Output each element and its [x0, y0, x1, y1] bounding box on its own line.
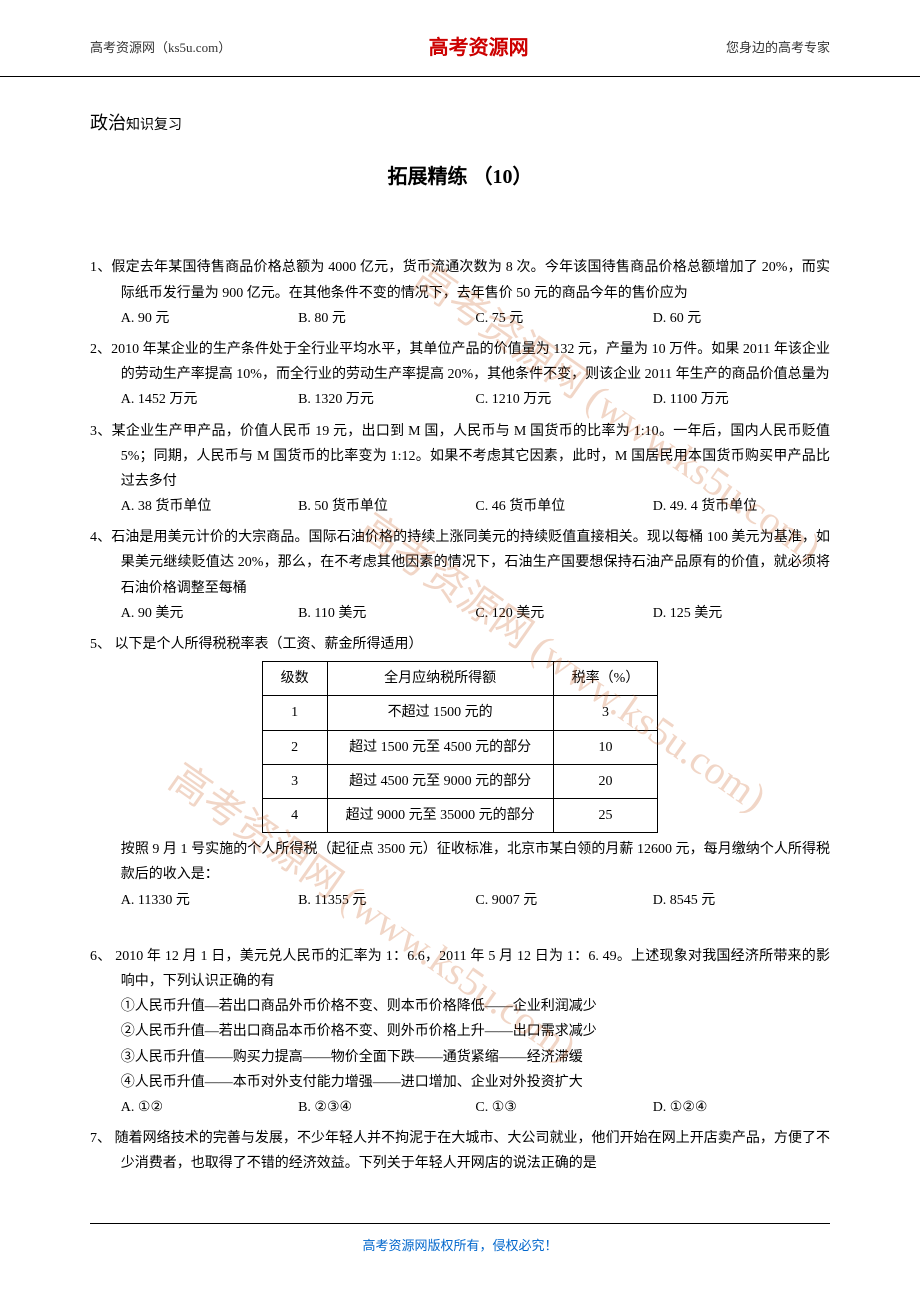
section-big: 政治	[90, 113, 126, 133]
q5-options: A. 11330 元 B. 11355 元 C. 9007 元 D. 8545 …	[90, 888, 830, 913]
question-2: 2、2010 年某企业的生产条件处于全行业平均水平，其单位产品的价值量为 132…	[90, 337, 830, 413]
table-row: 3超过 4500 元至 9000 元的部分20	[262, 764, 658, 798]
q1-opt-c: C. 75 元	[475, 306, 652, 331]
q4-opt-c: C. 120 美元	[475, 601, 652, 626]
th-income: 全月应纳税所得额	[327, 662, 553, 696]
q6-line4: ④人民币升值——本币对外支付能力增强——进口增加、企业对外投资扩大	[90, 1070, 830, 1095]
section-small: 知识复习	[126, 118, 182, 133]
q6-line2: ②人民币升值—若出口商品本币价格不变、则外币价格上升——出口需求减少	[90, 1019, 830, 1044]
th-level: 级数	[262, 662, 327, 696]
q6-opt-c: C. ①③	[475, 1095, 652, 1120]
q3-opt-b: B. 50 货币单位	[298, 494, 475, 519]
q7-text: 7、 随着网络技术的完善与发展，不少年轻人并不拘泥于在大城市、大公司就业，他们开…	[90, 1126, 830, 1176]
q6-text: 6、 2010 年 12 月 1 日，美元兑人民币的汇率为 1：6.6，2011…	[90, 944, 830, 994]
question-4: 4、石油是用美元计价的大宗商品。国际石油价格的持续上涨同美元的持续贬值直接相关。…	[90, 525, 830, 626]
q3-opt-a: A. 38 货币单位	[121, 494, 298, 519]
q5-opt-c: C. 9007 元	[475, 888, 652, 913]
q2-options: A. 1452 万元 B. 1320 万元 C. 1210 万元 D. 1100…	[90, 387, 830, 412]
q2-opt-b: B. 1320 万元	[298, 387, 475, 412]
q6-opt-b: B. ②③④	[298, 1095, 475, 1120]
q3-options: A. 38 货币单位 B. 50 货币单位 C. 46 货币单位 D. 49. …	[90, 494, 830, 519]
table-header-row: 级数 全月应纳税所得额 税率（%）	[262, 662, 658, 696]
page-footer: 高考资源网版权所有，侵权必究！	[90, 1223, 830, 1287]
doc-title: 拓展精练 （10）	[90, 159, 830, 195]
q5-opt-b: B. 11355 元	[298, 888, 475, 913]
th-rate: 税率（%）	[553, 662, 658, 696]
q3-opt-c: C. 46 货币单位	[475, 494, 652, 519]
q4-options: A. 90 美元 B. 110 美元 C. 120 美元 D. 125 美元	[90, 601, 830, 626]
table-row: 1不超过 1500 元的3	[262, 696, 658, 730]
q2-text: 2、2010 年某企业的生产条件处于全行业平均水平，其单位产品的价值量为 132…	[90, 337, 830, 387]
table-row: 4超过 9000 元至 35000 元的部分25	[262, 798, 658, 832]
q1-options: A. 90 元 B. 80 元 C. 75 元 D. 60 元	[90, 306, 830, 331]
q1-opt-a: A. 90 元	[121, 306, 298, 331]
q6-options: A. ①② B. ②③④ C. ①③ D. ①②④	[90, 1095, 830, 1120]
q4-opt-b: B. 110 美元	[298, 601, 475, 626]
q2-opt-d: D. 1100 万元	[653, 387, 830, 412]
q5-opt-a: A. 11330 元	[121, 888, 298, 913]
q1-opt-b: B. 80 元	[298, 306, 475, 331]
q1-opt-d: D. 60 元	[653, 306, 830, 331]
page-header: 高考资源网（ks5u.com） 高考资源网 您身边的高考专家	[0, 0, 920, 77]
q4-opt-d: D. 125 美元	[653, 601, 830, 626]
q2-opt-a: A. 1452 万元	[121, 387, 298, 412]
table-row: 2超过 1500 元至 4500 元的部分10	[262, 730, 658, 764]
q1-text: 1、假定去年某国待售商品价格总额为 4000 亿元，货币流通次数为 8 次。今年…	[90, 255, 830, 305]
tax-rate-table: 级数 全月应纳税所得额 税率（%） 1不超过 1500 元的3 2超过 1500…	[262, 661, 659, 833]
q2-opt-c: C. 1210 万元	[475, 387, 652, 412]
question-5: 5、 以下是个人所得税税率表（工资、薪金所得适用） 级数 全月应纳税所得额 税率…	[90, 632, 830, 913]
q6-line3: ③人民币升值——购买力提高——物价全面下跌——通货紧缩——经济滞缓	[90, 1045, 830, 1070]
header-left: 高考资源网（ks5u.com）	[90, 36, 231, 59]
q6-opt-a: A. ①②	[121, 1095, 298, 1120]
header-right: 您身边的高考专家	[726, 36, 830, 59]
q4-text: 4、石油是用美元计价的大宗商品。国际石油价格的持续上涨同美元的持续贬值直接相关。…	[90, 525, 830, 601]
q3-opt-d: D. 49. 4 货币单位	[653, 494, 830, 519]
question-6: 6、 2010 年 12 月 1 日，美元兑人民币的汇率为 1：6.6，2011…	[90, 944, 830, 1120]
question-1: 1、假定去年某国待售商品价格总额为 4000 亿元，货币流通次数为 8 次。今年…	[90, 255, 830, 331]
header-logo: 高考资源网	[429, 30, 529, 66]
question-7: 7、 随着网络技术的完善与发展，不少年轻人并不拘泥于在大城市、大公司就业，他们开…	[90, 1126, 830, 1176]
q5-opt-d: D. 8545 元	[653, 888, 830, 913]
q3-text: 3、某企业生产甲产品，价值人民币 19 元，出口到 M 国，人民币与 M 国货币…	[90, 419, 830, 495]
content: 高考资源网 (www.ks5u.com) 高考资源网 (www.ks5u.com…	[0, 77, 920, 1223]
q5-text: 5、 以下是个人所得税税率表（工资、薪金所得适用）	[90, 632, 830, 657]
section-label: 政治知识复习	[90, 107, 830, 139]
q6-line1: ①人民币升值—若出口商品外币价格不变、则本币价格降低——企业利润减少	[90, 994, 830, 1019]
q4-opt-a: A. 90 美元	[121, 601, 298, 626]
question-3: 3、某企业生产甲产品，价值人民币 19 元，出口到 M 国，人民币与 M 国货币…	[90, 419, 830, 520]
q6-opt-d: D. ①②④	[653, 1095, 830, 1120]
q5-text2: 按照 9 月 1 号实施的个人所得税（起征点 3500 元）征收标准，北京市某白…	[90, 837, 830, 887]
